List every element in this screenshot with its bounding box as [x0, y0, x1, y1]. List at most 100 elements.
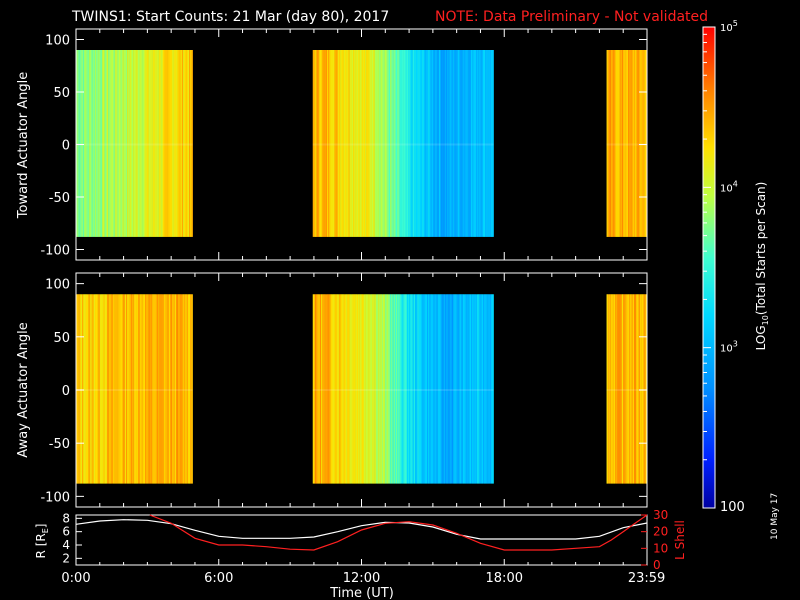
heatmap-column: [349, 294, 352, 484]
time-tick-label: 12:00: [343, 571, 380, 586]
heatmap-column: [456, 50, 459, 237]
heatmap-column: [114, 50, 116, 237]
heatmap-column: [86, 50, 89, 237]
heatmap-column: [85, 50, 88, 237]
heatmap-column: [367, 294, 369, 484]
heatmap-column: [169, 50, 172, 237]
heatmap-column: [97, 50, 99, 237]
heatmap-column: [611, 50, 613, 237]
heatmap-column: [623, 294, 625, 484]
heatmap-column: [475, 294, 478, 484]
heatmap-column: [608, 294, 611, 484]
heatmap-column: [109, 294, 111, 484]
heatmap-column: [344, 294, 347, 484]
heatmap-column: [480, 294, 482, 484]
colorbar-tick-label: 104: [720, 179, 738, 194]
heatmap-column: [385, 294, 387, 484]
heatmap-column: [428, 50, 430, 237]
heatmap-column: [443, 50, 446, 237]
r-tick-label: 8: [62, 511, 70, 525]
orbit-right-ticks: 0 10 20 30: [641, 508, 668, 572]
heatmap-column: [332, 294, 335, 484]
heatmap-column: [608, 50, 611, 237]
heatmap-column: [613, 50, 616, 237]
heatmap-column: [430, 50, 432, 237]
heatmap-column: [450, 294, 453, 484]
heatmap-column: [167, 50, 170, 237]
heatmap-column: [80, 294, 83, 484]
heatmap-column: [425, 50, 428, 237]
heatmap-column: [384, 294, 386, 484]
away-heatmap: [76, 294, 648, 484]
heatmap-column: [407, 294, 410, 484]
heatmap-column: [398, 294, 400, 484]
heatmap-column: [120, 294, 122, 484]
heatmap-column: [154, 50, 156, 237]
heatmap-column: [455, 50, 457, 237]
heatmap-column: [110, 294, 112, 484]
heatmap-column: [444, 50, 447, 237]
heatmap-column: [321, 50, 323, 237]
heatmap-column: [641, 50, 643, 237]
heatmap-column: [441, 50, 443, 237]
heatmap-column: [342, 294, 344, 484]
heatmap-column: [422, 50, 424, 237]
heatmap-column: [98, 50, 101, 237]
y-tick-label: 0: [62, 139, 70, 154]
heatmap-column: [130, 294, 133, 484]
colorbar-tick-label: 103: [720, 340, 738, 355]
heatmap-column: [472, 50, 474, 237]
heatmap-column: [417, 294, 419, 484]
heatmap-column: [448, 50, 450, 237]
heatmap-column: [142, 294, 145, 484]
toward-y-ticks: -100 -50 0 50 100: [40, 34, 647, 259]
heatmap-column: [100, 50, 103, 237]
heatmap-column: [116, 50, 118, 237]
heatmap-column: [136, 294, 139, 484]
heatmap-column: [613, 294, 616, 484]
heatmap-column: [166, 294, 168, 484]
heatmap-column: [622, 50, 624, 237]
heatmap-column: [428, 294, 430, 484]
heatmap-column: [191, 50, 193, 237]
heatmap-column: [463, 294, 466, 484]
heatmap-column: [359, 294, 361, 484]
heatmap-column: [83, 294, 85, 484]
heatmap-column: [168, 294, 171, 484]
heatmap-column: [459, 294, 461, 484]
heatmap-column: [185, 50, 187, 237]
heatmap-column: [174, 294, 177, 484]
heatmap-column: [350, 50, 353, 237]
orbit-lines: [75, 514, 648, 551]
heatmap-column: [354, 50, 356, 237]
heatmap-column: [638, 50, 641, 237]
heatmap-column: [129, 294, 132, 484]
heatmap-column: [164, 294, 166, 484]
heatmap-column: [137, 294, 140, 484]
heatmap-column: [327, 294, 329, 484]
heatmap-column: [612, 294, 614, 484]
heatmap-column: [171, 50, 173, 237]
heatmap-column: [622, 294, 624, 484]
heatmap-column: [136, 50, 139, 237]
heatmap-column: [147, 294, 149, 484]
heatmap-column: [357, 50, 360, 237]
heatmap-column: [141, 294, 143, 484]
heatmap-column: [607, 294, 610, 484]
heatmap-column: [146, 294, 148, 484]
heatmap-column: [85, 294, 88, 484]
heatmap-column: [618, 50, 620, 237]
heatmap-column: [418, 294, 421, 484]
heatmap-column: [328, 50, 330, 237]
lshell-series: [149, 514, 648, 551]
heatmap-column: [324, 50, 327, 237]
heatmap-column: [470, 294, 473, 484]
heatmap-column: [363, 50, 366, 237]
heatmap-column: [316, 294, 318, 484]
heatmap-column: [328, 294, 330, 484]
heatmap-column: [89, 294, 91, 484]
heatmap-column: [627, 294, 630, 484]
heatmap-column: [440, 50, 442, 237]
heatmap-column: [373, 294, 375, 484]
